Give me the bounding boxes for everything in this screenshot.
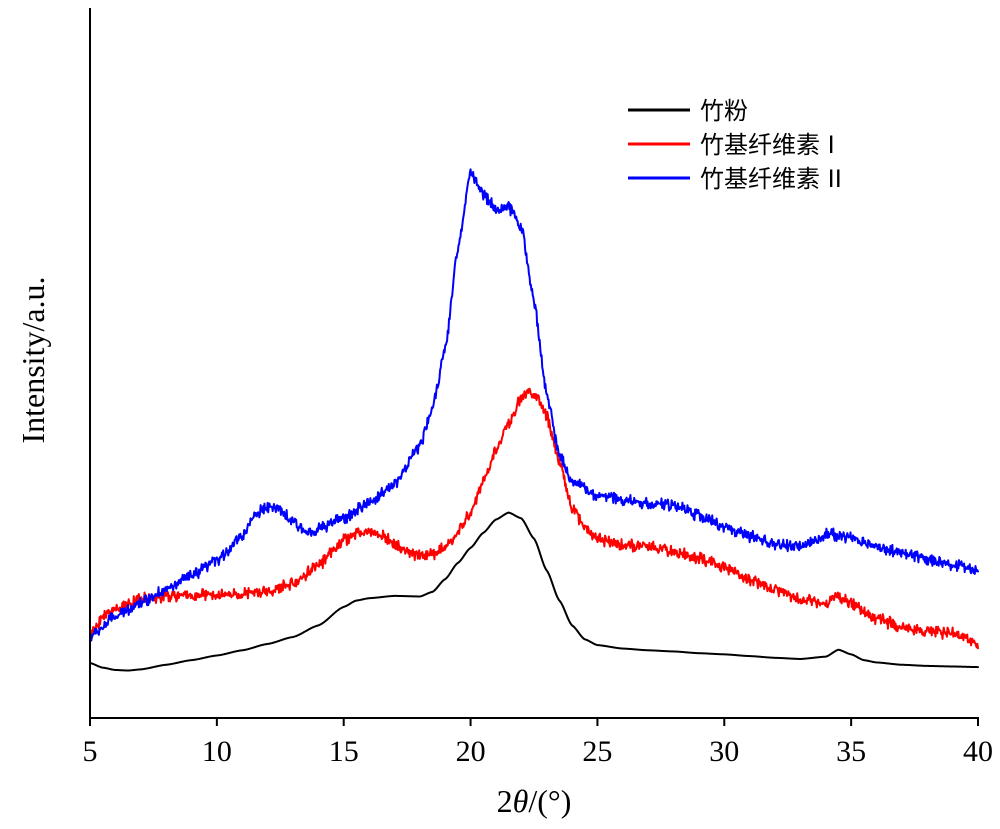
series-line-2	[89, 168, 979, 642]
series-line-1	[89, 387, 979, 650]
x-axis-title: 2θ/(°)	[497, 783, 572, 819]
legend-label: 竹基纤维素 I	[700, 131, 835, 159]
x-tick-label: 15	[329, 735, 359, 768]
legend-label: 竹粉	[700, 97, 748, 125]
x-tick-label: 5	[83, 735, 98, 768]
x-tick-label: 25	[582, 735, 612, 768]
x-tick-label: 40	[963, 735, 993, 768]
x-tick-label: 30	[709, 735, 739, 768]
x-tick-label: 35	[836, 735, 866, 768]
legend-label: 竹基纤维素 II	[700, 165, 842, 193]
series-line-0	[89, 511, 979, 672]
plot-lines	[89, 168, 979, 672]
x-tick-label: 10	[202, 735, 232, 768]
x-axis-ticks: 5 10 15 20 25 30 35 40	[83, 718, 993, 768]
y-axis-title: Intensity/a.u.	[15, 276, 51, 443]
x-tick-label: 20	[456, 735, 486, 768]
